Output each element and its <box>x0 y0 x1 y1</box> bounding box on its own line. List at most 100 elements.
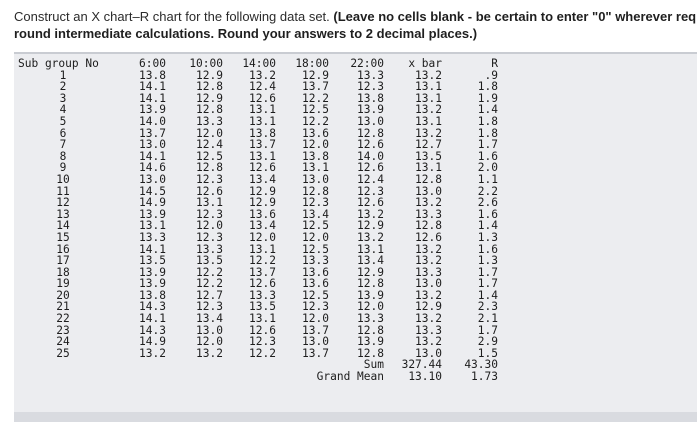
table-row: 9 14.6 12.8 12.6 13.1 12.6 13.1 2.0 <box>16 162 498 174</box>
subgroup-cell: 21 <box>56 300 70 314</box>
value-cell: 13.7 <box>302 323 329 337</box>
header-xbar: x bar <box>408 57 442 70</box>
value-cell: 13.8 <box>302 149 329 163</box>
grand-mean-label: Grand Mean <box>316 370 384 384</box>
value-cell: 12.5 <box>302 288 329 302</box>
table-row: 11 14.5 12.6 12.9 12.8 12.3 13.0 2.2 <box>16 184 498 198</box>
value-cell: 13.0 <box>302 172 329 186</box>
value-cell: 12.8 <box>302 184 329 198</box>
range-cell: 1.6 <box>477 149 498 163</box>
value-cell: 13.2 <box>196 346 223 360</box>
value-cell: 13.6 <box>302 265 329 279</box>
xbar-cell: 13.2 <box>415 68 442 82</box>
value-cell: 13.2 <box>357 207 384 221</box>
table-row: 13 13.9 12.3 13.6 13.4 13.2 13.3 1.6 <box>16 209 498 221</box>
value-cell: 12.5 <box>302 219 329 233</box>
value-cell: 12.6 <box>357 138 384 152</box>
subgroup-cell: 10 <box>56 172 70 186</box>
value-cell: 12.0 <box>249 230 276 244</box>
value-cell: 12.9 <box>302 68 329 82</box>
header-time-3: 14:00 <box>242 57 276 70</box>
value-cell: 13.1 <box>249 114 276 128</box>
data-table-panel: Sub group No 6:00 10:00 14:00 18:00 22:0… <box>14 52 697 414</box>
value-cell: 13.2 <box>249 68 276 82</box>
range-cell: .9 <box>484 68 498 82</box>
xbar-cell: 12.7 <box>415 138 442 152</box>
range-cell: 1.5 <box>477 346 498 360</box>
xbar-cell: 13.0 <box>415 277 442 291</box>
value-cell: 12.6 <box>249 323 276 337</box>
instructions-line-1: Construct an X chart–R chart for the fol… <box>14 8 700 25</box>
range-cell: 1.4 <box>477 288 498 302</box>
range-cell: 1.8 <box>477 80 498 94</box>
value-cell: 12.4 <box>249 80 276 94</box>
table-row: 3 14.1 12.9 12.6 12.2 13.8 13.1 1.9 <box>16 93 498 105</box>
subgroup-cell: 2 <box>59 80 67 94</box>
table-row: 25 13.2 13.2 12.2 13.7 12.8 13.0 1.5 <box>16 348 498 360</box>
data-table: Sub group No 6:00 10:00 14:00 18:00 22:0… <box>16 58 498 383</box>
range-cell: 2.0 <box>477 161 498 175</box>
instructions: Construct an X chart–R chart for the fol… <box>14 8 700 42</box>
value-cell: 13.0 <box>196 323 223 337</box>
value-cell: 13.3 <box>249 288 276 302</box>
value-cell: 13.9 <box>357 103 384 117</box>
xbar-cell: 13.3 <box>415 323 442 337</box>
value-cell: 12.8 <box>357 277 384 291</box>
value-cell: 12.3 <box>302 300 329 314</box>
xbar-cell: 13.2 <box>415 288 442 302</box>
grand-mean-xbar: 13.10 <box>408 370 442 384</box>
sum-label: Sum <box>363 358 384 372</box>
xbar-cell: 13.1 <box>415 161 442 175</box>
value-cell: 13.0 <box>302 335 329 349</box>
value-cell: 12.6 <box>249 91 276 105</box>
range-cell: 2.6 <box>477 196 498 210</box>
value-cell: 13.1 <box>302 161 329 175</box>
xbar-cell: 13.3 <box>415 207 442 221</box>
value-cell: 13.0 <box>139 138 166 152</box>
subgroup-cell: 12 <box>56 196 70 210</box>
range-cell: 1.4 <box>477 103 498 117</box>
xbar-cell: 13.3 <box>415 265 442 279</box>
xbar-cell: 12.8 <box>415 219 442 233</box>
value-cell: 12.5 <box>302 103 329 117</box>
subgroup-cell: 3 <box>59 91 67 105</box>
value-cell: 12.3 <box>196 230 223 244</box>
value-cell: 12.0 <box>196 219 223 233</box>
xbar-cell: 12.8 <box>415 172 442 186</box>
xbar-cell: 13.1 <box>415 80 442 94</box>
scroll-track[interactable] <box>14 412 697 422</box>
value-cell: 13.5 <box>196 254 223 268</box>
value-cell: 12.2 <box>249 254 276 268</box>
xbar-cell: 13.2 <box>415 312 442 326</box>
xbar-cell: 13.0 <box>415 346 442 360</box>
value-cell: 13.6 <box>302 126 329 140</box>
table-row: 23 14.3 13.0 12.6 13.7 12.8 13.3 1.7 <box>16 325 498 337</box>
subgroup-cell: 24 <box>56 335 70 349</box>
value-cell: 12.8 <box>357 346 384 360</box>
value-cell: 13.8 <box>139 288 166 302</box>
subgroup-cell: 4 <box>59 103 67 117</box>
subgroup-cell: 6 <box>59 126 67 140</box>
instructions-text: Construct an X chart–R chart for the fol… <box>14 9 334 24</box>
value-cell: 14.1 <box>139 91 166 105</box>
value-cell: 14.1 <box>139 242 166 256</box>
value-cell: 13.7 <box>302 346 329 360</box>
range-cell: 1.1 <box>477 172 498 186</box>
table-row: 21 14.3 12.3 13.5 12.3 12.0 12.9 2.3 <box>16 301 498 313</box>
value-cell: 12.9 <box>249 196 276 210</box>
xbar-cell: 13.2 <box>415 335 442 349</box>
value-cell: 12.3 <box>196 300 223 314</box>
value-cell: 12.9 <box>357 219 384 233</box>
table-row: 7 13.0 12.4 13.7 12.0 12.6 12.7 1.7 <box>16 139 498 151</box>
value-cell: 12.8 <box>196 80 223 94</box>
value-cell: 13.5 <box>139 254 166 268</box>
range-cell: 1.3 <box>477 254 498 268</box>
xbar-cell: 13.2 <box>415 242 442 256</box>
value-cell: 14.1 <box>139 312 166 326</box>
value-cell: 12.2 <box>196 265 223 279</box>
instructions-bold-text-2: round intermediate calculations. Round y… <box>14 26 478 41</box>
xbar-cell: 13.2 <box>415 103 442 117</box>
value-cell: 13.3 <box>357 312 384 326</box>
value-cell: 12.3 <box>357 184 384 198</box>
value-cell: 12.3 <box>196 207 223 221</box>
